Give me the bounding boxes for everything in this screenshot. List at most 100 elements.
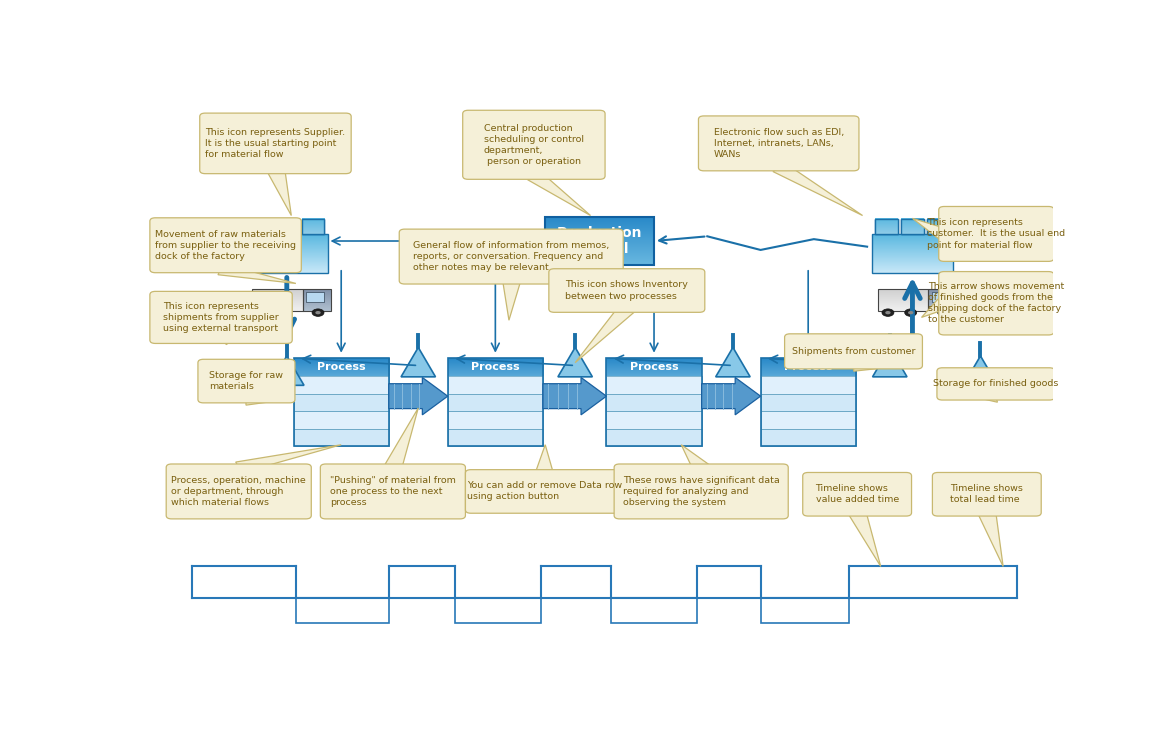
Bar (611, 598, 696, 623)
Bar (606, 429, 702, 446)
Polygon shape (681, 445, 709, 470)
FancyBboxPatch shape (198, 359, 295, 403)
Polygon shape (848, 511, 881, 567)
Polygon shape (388, 378, 448, 415)
FancyBboxPatch shape (466, 470, 624, 513)
Polygon shape (978, 512, 1003, 567)
Circle shape (312, 309, 324, 316)
Circle shape (282, 311, 288, 315)
Circle shape (886, 311, 890, 315)
Text: General flow of information from memos,
reports, or conversation. Frequency and
: General flow of information from memos, … (413, 241, 610, 272)
Bar (448, 359, 543, 446)
Text: Process: Process (317, 362, 365, 372)
Polygon shape (302, 218, 324, 234)
Bar (606, 411, 702, 429)
Circle shape (316, 311, 321, 315)
Text: This arrow shows movement
of finished goods from the
shipping dock of the factor: This arrow shows movement of finished go… (928, 282, 1065, 324)
Polygon shape (218, 264, 296, 284)
Polygon shape (873, 348, 907, 377)
Bar (931, 293, 950, 302)
Bar (307, 293, 324, 302)
Text: Shipments from customer: Shipments from customer (792, 347, 915, 356)
Circle shape (937, 309, 950, 316)
Circle shape (908, 311, 914, 315)
FancyBboxPatch shape (932, 473, 1041, 516)
Polygon shape (275, 218, 298, 234)
FancyBboxPatch shape (166, 464, 311, 519)
Circle shape (256, 309, 268, 316)
Bar (246, 234, 328, 273)
Polygon shape (384, 408, 419, 469)
FancyBboxPatch shape (549, 269, 704, 312)
FancyBboxPatch shape (150, 291, 292, 343)
Text: You can add or remove Data row
using action button: You can add or remove Data row using act… (467, 481, 622, 501)
Bar (875, 218, 897, 234)
Bar (760, 429, 855, 446)
Circle shape (904, 309, 916, 316)
Polygon shape (773, 163, 862, 215)
Bar (927, 218, 950, 234)
FancyBboxPatch shape (937, 368, 1055, 400)
Text: Central production
scheduling or control
department,
 person or operation: Central production scheduling or control… (484, 123, 584, 166)
Bar (296, 598, 390, 623)
Text: Timeline shows
total lead time: Timeline shows total lead time (950, 484, 1024, 504)
Bar (901, 218, 924, 234)
Polygon shape (980, 391, 998, 402)
Bar (545, 217, 654, 265)
Circle shape (941, 311, 947, 315)
Bar (760, 359, 855, 446)
Polygon shape (543, 378, 606, 415)
FancyBboxPatch shape (399, 229, 624, 284)
Polygon shape (576, 306, 634, 362)
Bar (448, 376, 543, 393)
Polygon shape (535, 445, 553, 473)
Text: "Pushing" of material from
one process to the next
process: "Pushing" of material from one process t… (330, 476, 456, 507)
Polygon shape (716, 348, 750, 377)
Text: Electronic flow such as EDI,
Internet, intranets, LANs,
WANs: Electronic flow such as EDI, Internet, i… (714, 128, 844, 159)
Polygon shape (246, 394, 287, 405)
FancyBboxPatch shape (785, 334, 922, 369)
Bar (294, 376, 388, 393)
Circle shape (280, 309, 291, 316)
Text: Storage for raw
materials: Storage for raw materials (209, 371, 283, 391)
Bar (294, 411, 388, 429)
FancyBboxPatch shape (614, 464, 789, 519)
Text: Process: Process (629, 362, 679, 372)
Polygon shape (875, 218, 897, 234)
Bar (302, 218, 324, 234)
Bar (448, 393, 543, 411)
FancyBboxPatch shape (938, 207, 1054, 262)
Bar (872, 234, 954, 273)
Polygon shape (269, 356, 304, 385)
Circle shape (882, 309, 894, 316)
Text: Movement of raw materials
from supplier to the receiving
dock of the factory: Movement of raw materials from supplier … (156, 229, 296, 261)
Polygon shape (963, 356, 998, 385)
Polygon shape (267, 169, 291, 215)
Polygon shape (927, 218, 950, 234)
Bar (294, 359, 388, 446)
Bar (448, 411, 543, 429)
Text: This icon shows Inventory
between two processes: This icon shows Inventory between two pr… (565, 281, 688, 301)
Text: This icon represents Supplier.
It is the usual starting point
for material flow: This icon represents Supplier. It is the… (206, 128, 345, 159)
Bar (294, 393, 388, 411)
Polygon shape (215, 308, 282, 345)
Polygon shape (901, 218, 924, 234)
Bar (606, 393, 702, 411)
FancyBboxPatch shape (321, 464, 466, 519)
Bar (606, 359, 702, 446)
Polygon shape (401, 348, 435, 377)
Bar (303, 289, 330, 311)
Text: Process, operation, machine
or department, through
which material flows: Process, operation, machine or departmen… (171, 476, 307, 507)
Text: Process: Process (472, 362, 519, 372)
Polygon shape (853, 360, 917, 371)
Bar (275, 218, 298, 234)
Circle shape (260, 311, 264, 315)
Text: These rows have significant data
required for analyzing and
observing the system: These rows have significant data require… (622, 476, 779, 507)
FancyBboxPatch shape (200, 113, 351, 173)
Polygon shape (913, 218, 950, 239)
Text: Timeline shows
value added time: Timeline shows value added time (815, 484, 899, 504)
Polygon shape (503, 280, 521, 320)
Bar (760, 376, 855, 393)
Polygon shape (702, 378, 760, 415)
Text: This icon represents
shipments from supplier
using external transport: This icon represents shipments from supp… (163, 302, 278, 333)
